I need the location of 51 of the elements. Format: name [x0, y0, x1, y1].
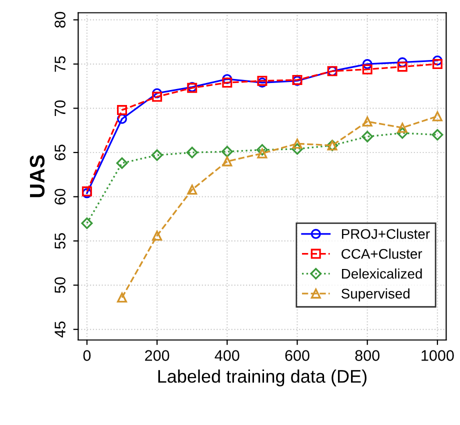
x-tick-label: 800	[355, 350, 380, 361]
point	[432, 111, 442, 122]
point	[257, 148, 268, 158]
y-tick-label: 60	[54, 188, 66, 204]
y-tick-label: 80	[54, 12, 66, 28]
legend-label: PROJ+Cluster	[342, 228, 430, 239]
point	[256, 144, 268, 156]
point	[432, 129, 444, 141]
point	[292, 143, 303, 155]
point	[117, 114, 128, 124]
y-axis-title: UAS	[30, 155, 45, 198]
point	[221, 146, 233, 158]
y-tick-label: 65	[54, 144, 66, 160]
x-tick-label: 200	[145, 350, 170, 361]
point	[187, 184, 198, 195]
point	[397, 122, 408, 133]
x-tick-label: 600	[285, 350, 310, 361]
x-tick-label: 0	[83, 350, 91, 361]
point	[81, 218, 93, 229]
point	[362, 64, 372, 74]
point	[222, 74, 232, 84]
point	[222, 156, 232, 166]
legend-label: CCA+Cluster	[342, 248, 422, 259]
point	[362, 59, 372, 70]
y-tick-label: 70	[54, 100, 66, 116]
point	[152, 88, 162, 98]
x-tick-label: 400	[214, 350, 240, 361]
point	[222, 78, 232, 88]
y-tick-label: 75	[54, 56, 66, 72]
point	[117, 105, 128, 116]
point	[432, 56, 442, 66]
point	[186, 146, 198, 158]
legend-label: Supervised	[342, 288, 410, 302]
x-tick-label: 1000	[422, 350, 454, 361]
point	[152, 230, 162, 241]
point	[292, 138, 302, 149]
point	[362, 116, 372, 127]
point	[432, 59, 442, 70]
point	[362, 130, 374, 142]
y-tick-label: 50	[54, 277, 66, 294]
y-tick-label: 45	[54, 322, 66, 338]
y-tick-label: 55	[54, 233, 66, 249]
point	[151, 149, 163, 161]
point	[396, 127, 408, 139]
point	[152, 92, 162, 102]
point	[116, 157, 128, 169]
point	[397, 62, 408, 72]
x-axis-title: Labeled training data (DE)	[158, 370, 366, 386]
point	[117, 292, 128, 303]
point	[397, 57, 408, 68]
legend-label: Delexicalized	[342, 268, 422, 279]
